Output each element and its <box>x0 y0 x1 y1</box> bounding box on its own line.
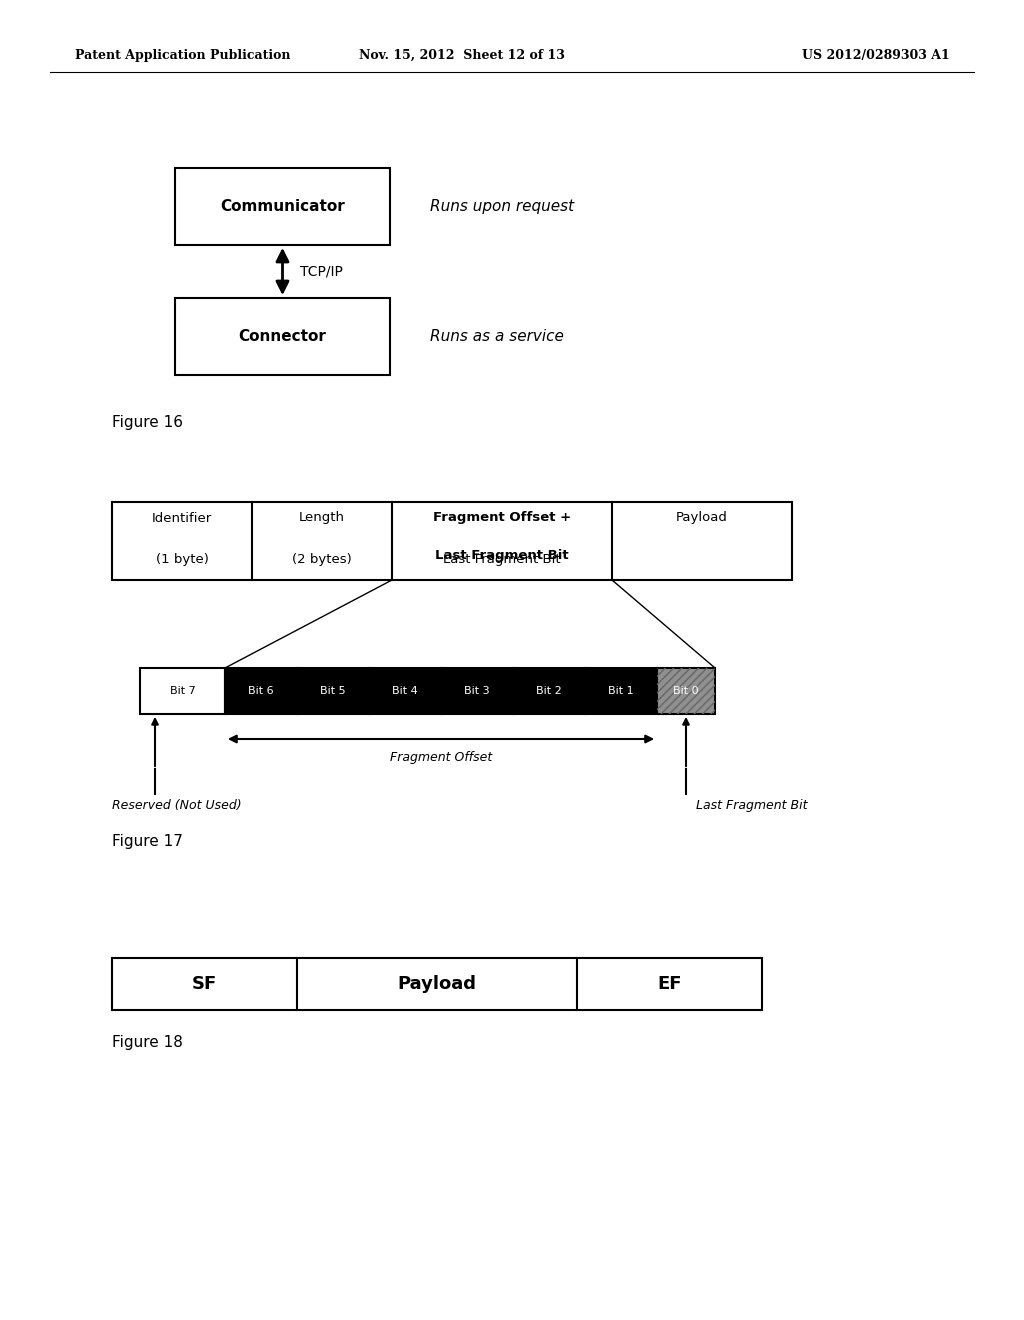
Text: TCP/IP: TCP/IP <box>300 264 343 279</box>
Text: Fragment Offset: Fragment Offset <box>390 751 493 764</box>
Bar <box>297 668 369 714</box>
Text: Runs upon request: Runs upon request <box>430 199 574 214</box>
Text: Reserved (Not Used): Reserved (Not Used) <box>112 799 242 812</box>
Bar <box>175 168 390 246</box>
Bar <box>140 668 225 714</box>
Text: Runs as a service: Runs as a service <box>430 329 564 345</box>
Text: Last Fragment Bit: Last Fragment Bit <box>443 553 561 566</box>
Text: Patent Application Publication: Patent Application Publication <box>75 49 291 62</box>
Text: EF: EF <box>657 975 682 993</box>
Text: Connector: Connector <box>239 329 327 345</box>
Text: Bit 1: Bit 1 <box>608 686 634 696</box>
Text: Communicator: Communicator <box>220 199 345 214</box>
Text: US 2012/0289303 A1: US 2012/0289303 A1 <box>802 49 950 62</box>
Text: Bit 5: Bit 5 <box>321 686 346 696</box>
Text: Length: Length <box>299 511 345 524</box>
Bar <box>112 502 792 579</box>
Bar <box>513 668 585 714</box>
Text: Figure 18: Figure 18 <box>112 1035 183 1049</box>
Text: Identifier: Identifier <box>152 511 212 524</box>
Bar <box>441 668 513 714</box>
Text: Bit 3: Bit 3 <box>464 686 489 696</box>
Text: Bit 0: Bit 0 <box>673 686 698 696</box>
Bar <box>585 668 657 714</box>
Text: Nov. 15, 2012  Sheet 12 of 13: Nov. 15, 2012 Sheet 12 of 13 <box>359 49 565 62</box>
Bar <box>657 668 715 714</box>
Bar <box>225 668 297 714</box>
Bar <box>657 668 715 714</box>
Text: SF: SF <box>191 975 217 993</box>
Text: (2 bytes): (2 bytes) <box>292 553 352 566</box>
Text: Bit 4: Bit 4 <box>392 686 418 696</box>
Bar <box>369 668 441 714</box>
Text: (1 byte): (1 byte) <box>156 553 209 566</box>
Text: Bit 2: Bit 2 <box>537 686 562 696</box>
Bar <box>112 958 762 1010</box>
Text: Last Fragment Bit: Last Fragment Bit <box>435 549 568 561</box>
Text: Payload: Payload <box>676 511 728 524</box>
Text: Fragment Offset +: Fragment Offset + <box>433 511 571 524</box>
Bar <box>175 298 390 375</box>
Text: Figure 16: Figure 16 <box>112 414 183 430</box>
Text: Bit 6: Bit 6 <box>248 686 273 696</box>
Text: Bit 7: Bit 7 <box>170 686 196 696</box>
Text: Payload: Payload <box>397 975 476 993</box>
Text: Figure 17: Figure 17 <box>112 834 183 849</box>
Text: Last Fragment Bit: Last Fragment Bit <box>696 799 808 812</box>
